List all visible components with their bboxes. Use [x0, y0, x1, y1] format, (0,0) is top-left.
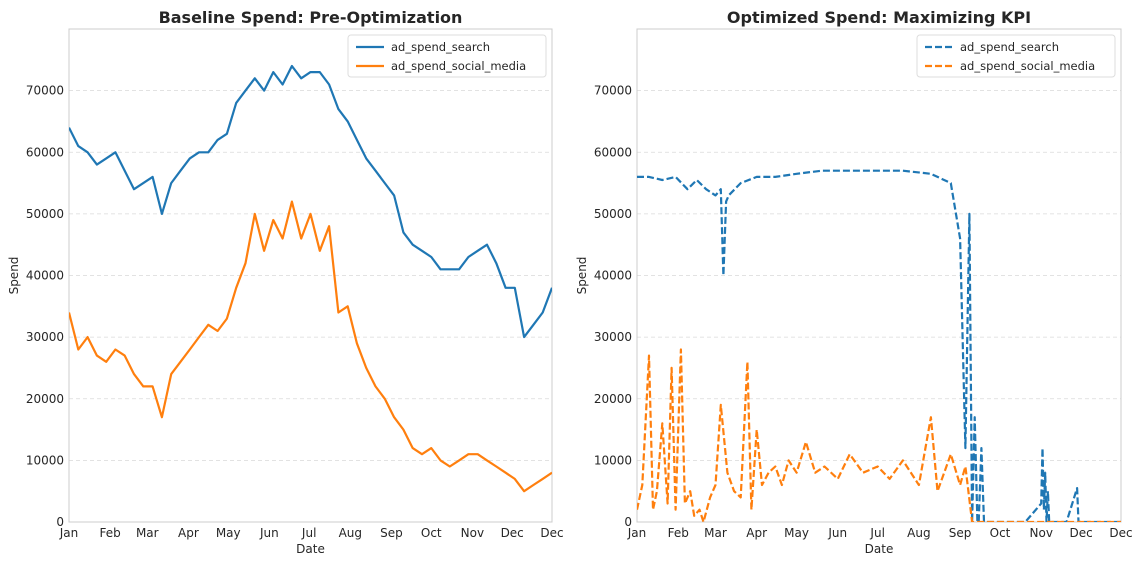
- x-tick-label: Feb: [668, 526, 689, 540]
- legend-label: ad_spend_social_media: [960, 59, 1095, 73]
- chart-title: Baseline Spend: Pre-Optimization: [159, 8, 463, 27]
- series-line-ad-spend-search: [637, 169, 1121, 522]
- legend: ad_spend_search ad_spend_social_media: [916, 34, 1116, 78]
- x-tick-label: Feb: [100, 526, 121, 540]
- legend-label: ad_spend_search: [391, 40, 490, 54]
- legend-label: ad_spend_social_media: [391, 59, 526, 73]
- chart-baseline-spend: 0 10000 20000 30000 40000 50000 60000 70000 Jan F…: [7, 8, 564, 556]
- y-tick-label: 40000: [594, 269, 632, 283]
- x-tick-label: Sep: [949, 526, 972, 540]
- x-tick-label: Sep: [380, 526, 403, 540]
- x-tick-label: Aug: [339, 526, 362, 540]
- y-tick-label: 50000: [26, 207, 64, 221]
- plot-frame: [68, 28, 553, 523]
- x-axis-label: Date: [865, 542, 894, 556]
- x-tick-label: Jul: [869, 526, 884, 540]
- x-tick-label: Jun: [827, 526, 847, 540]
- x-tick-label: Jan: [627, 526, 647, 540]
- legend-box: [916, 34, 1116, 78]
- y-tick-label: 40000: [26, 269, 64, 283]
- x-tick-label: Dec: [1069, 526, 1092, 540]
- x-tick-label: Oct: [990, 526, 1011, 540]
- x-tick-label: Mar: [136, 526, 159, 540]
- x-tick-label: Jun: [259, 526, 279, 540]
- y-tick-label: 30000: [26, 330, 64, 344]
- x-tick-label: Nov: [461, 526, 484, 540]
- series-line-ad-spend-social-media: [69, 200, 552, 493]
- x-tick-label: May: [784, 526, 809, 540]
- plot-frame: [636, 28, 1122, 523]
- y-tick-label: 20000: [26, 392, 64, 406]
- y-tick-label: 60000: [594, 145, 632, 159]
- y-tick-label: 50000: [594, 207, 632, 221]
- y-tick-label: 20000: [594, 392, 632, 406]
- x-tick-label: Mar: [704, 526, 727, 540]
- x-tick-label: Aug: [907, 526, 930, 540]
- y-axis-label: Spend: [7, 257, 21, 295]
- chart-optimized-spend: 0 10000 20000 30000 40000 50000 60000 70000 Jan F…: [575, 8, 1133, 556]
- y-tick-label: 0: [624, 515, 632, 529]
- x-tick-label: Dec: [501, 526, 524, 540]
- x-tick-label: Nov: [1030, 526, 1053, 540]
- legend: ad_spend_search ad_spend_social_media: [347, 34, 547, 78]
- series-line-ad-spend-search: [69, 64, 552, 339]
- x-tick-label: Jan: [59, 526, 79, 540]
- x-tick-label: Apr: [178, 526, 199, 540]
- series-line-ad-spend-social-media: [637, 348, 1121, 522]
- x-tick-label: Apr: [746, 526, 767, 540]
- y-tick-label: 10000: [26, 453, 64, 467]
- y-tick-label: 70000: [26, 84, 64, 98]
- y-axis-label: Spend: [575, 257, 589, 295]
- y-tick-label: 10000: [594, 453, 632, 467]
- x-tick-label: Oct: [421, 526, 442, 540]
- x-tick-label: Dec: [540, 526, 563, 540]
- legend-box: [347, 34, 547, 78]
- x-tick-label: Dec: [1109, 526, 1132, 540]
- y-tick-label: 60000: [26, 145, 64, 159]
- chart-title: Optimized Spend: Maximizing KPI: [727, 8, 1031, 27]
- legend-label: ad_spend_search: [960, 40, 1059, 54]
- y-tick-label: 0: [56, 515, 64, 529]
- x-axis-label: Date: [296, 542, 325, 556]
- y-tick-label: 30000: [594, 330, 632, 344]
- y-tick-label: 70000: [594, 84, 632, 98]
- x-tick-label: Jul: [301, 526, 316, 540]
- x-tick-label: May: [216, 526, 241, 540]
